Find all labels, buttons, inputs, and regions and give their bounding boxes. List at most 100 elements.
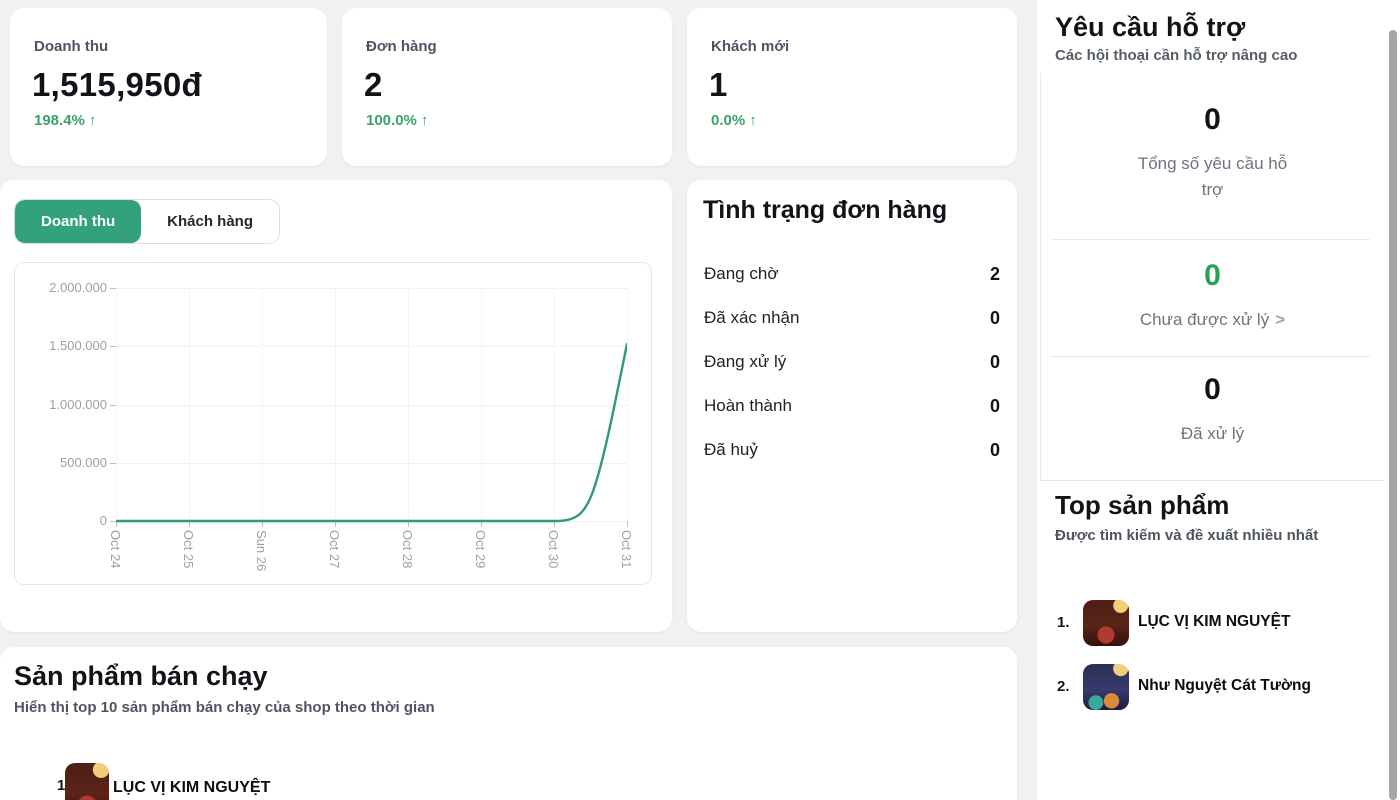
product-name: LỤC VỊ KIM NGUYỆT [1138, 613, 1291, 630]
x-axis-tick-label: Oct 31 [619, 530, 634, 569]
trend-up-arrow-icon: ↑ [749, 112, 757, 129]
y-axis-tick [110, 405, 116, 406]
support-stat-value: 0 [1204, 103, 1221, 136]
order-status-title: Tình trạng đơn hàng [703, 196, 948, 224]
stat-label: Doanh thu [34, 38, 109, 55]
rank-number: 1 [57, 777, 66, 794]
support-stat-total: 0 Tổng số yêu cầu hỗ trợ [1041, 103, 1384, 203]
top-product-row[interactable]: 2. Như Nguyệt Cát Tường [1037, 662, 1400, 712]
best-sellers-title: Sản phẩm bán chạy [14, 661, 268, 691]
y-axis-tick-label: 2.000.000 [49, 280, 107, 295]
gridline [116, 288, 627, 289]
y-axis-tick [110, 346, 116, 347]
status-label: Đã xác nhận [704, 308, 800, 327]
x-axis-tick-label: Oct 29 [473, 530, 488, 569]
trend-up-arrow-icon: ↑ [420, 112, 429, 129]
y-axis-tick-label: 500.000 [60, 455, 107, 470]
status-value: 0 [989, 439, 1000, 460]
status-row-hoan-thanh: Hoàn thành 0 [704, 384, 1000, 428]
stat-change-text: 198.4% [34, 112, 85, 129]
stat-change: 0.0% ↑ [711, 112, 757, 129]
status-value: 0 [989, 351, 1000, 372]
support-stat-label: Đã xử lý [1180, 424, 1245, 443]
y-axis-tick-label: 0 [99, 513, 107, 528]
support-sidebar: Yêu cầu hỗ trợ Các hội thoại cần hỗ trợ … [1037, 0, 1400, 800]
stat-value: 1,515,950đ [32, 66, 202, 103]
gridline [627, 288, 628, 521]
x-axis-tick-label: Oct 27 [327, 530, 342, 569]
status-row-dang-cho: Đang chờ 2 [704, 252, 1000, 296]
rank-number: 1. [1057, 614, 1070, 631]
status-label: Đã huỷ [704, 440, 758, 459]
x-axis-tick-label: Oct 25 [181, 530, 196, 569]
gridline [335, 288, 336, 521]
stat-change-text: 0.0% [711, 112, 746, 129]
stat-card-revenue: Doanh thu 1,515,950đ 198.4% ↑ [10, 8, 327, 166]
product-thumbnail [1083, 664, 1129, 710]
support-title: Yêu cầu hỗ trợ [1055, 12, 1246, 42]
status-label: Đang chờ [704, 264, 779, 283]
support-stat-value: 0 [1204, 259, 1221, 292]
x-axis-tick [627, 521, 628, 527]
support-stat-label-text: Chưa được xử lý [1139, 310, 1270, 329]
stat-label: Đơn hàng [366, 38, 437, 55]
support-stat-unresolved[interactable]: 0 Chưa được xử lý > [1041, 259, 1384, 333]
stat-change-text: 100.0% [366, 112, 417, 129]
trend-up-arrow-icon: ↑ [88, 112, 97, 129]
x-axis-tick [408, 521, 409, 527]
y-axis-tick [110, 288, 116, 289]
gridline [116, 346, 627, 347]
x-axis-tick [481, 521, 482, 527]
support-stat-value: 0 [1204, 373, 1221, 406]
divider [1051, 356, 1370, 357]
stat-change: 198.4% ↑ [34, 112, 96, 129]
y-axis-tick [110, 463, 116, 464]
support-stat-resolved: 0 Đã xử lý [1041, 373, 1384, 447]
top-products-subtitle: Được tìm kiếm và đề xuất nhiều nhất [1055, 527, 1319, 544]
support-subtitle: Các hội thoại cần hỗ trợ nâng cao [1055, 47, 1298, 64]
stat-value: 2 [364, 66, 383, 103]
support-stat-label: Tổng số yêu cầu hỗ trợ [1137, 154, 1288, 199]
product-name: LỤC VỊ KIM NGUYỆT [113, 779, 271, 796]
best-sellers-card: Sản phẩm bán chạy Hiển thị top 10 sản ph… [0, 647, 1017, 800]
revenue-line-series [114, 288, 629, 529]
gridline [408, 288, 409, 521]
stat-card-orders: Đơn hàng 2 100.0% ↑ [342, 8, 672, 166]
support-stat-label: Chưa được xử lý > [1093, 307, 1333, 333]
status-row-da-xac-nhan: Đã xác nhận 0 [704, 296, 1000, 340]
revenue-chart-card: Doanh thu Khách hàng 2.000.000 1.500.000… [0, 180, 672, 632]
gridline [116, 463, 627, 464]
product-name: Như Nguyệt Cát Tường [1138, 677, 1311, 694]
y-axis-tick-label: 1.000.000 [49, 397, 107, 412]
tab-doanh-thu[interactable]: Doanh thu [15, 200, 142, 243]
x-axis-tick [335, 521, 336, 527]
status-value: 0 [989, 395, 1000, 416]
divider [1051, 239, 1370, 240]
chart-tab-group: Doanh thu Khách hàng [14, 199, 280, 244]
product-image [1083, 664, 1129, 710]
product-image [65, 763, 109, 800]
support-stats-box: 0 Tổng số yêu cầu hỗ trợ 0 Chưa được xử … [1040, 73, 1384, 481]
top-products-title: Top sản phẩm [1055, 490, 1230, 520]
status-label: Hoàn thành [704, 396, 792, 415]
x-axis-tick [189, 521, 190, 527]
chevron-right-icon[interactable]: > [1275, 310, 1286, 329]
gridline [262, 288, 263, 521]
stat-label: Khách mới [711, 38, 790, 55]
tab-khach-hang[interactable]: Khách hàng [141, 200, 279, 243]
sidebar-scrollbar[interactable] [1389, 30, 1397, 800]
status-value: 0 [989, 307, 1000, 328]
x-axis-tick [262, 521, 263, 527]
top-product-row[interactable]: 1. LỤC VỊ KIM NGUYỆT [1037, 598, 1400, 648]
best-seller-row[interactable]: 1 LỤC VỊ KIM NGUYỆT [0, 755, 1017, 800]
x-axis-tick-label: Oct 24 [108, 530, 123, 569]
stat-change: 100.0% ↑ [366, 112, 428, 129]
x-axis-tick [116, 521, 117, 527]
status-value: 2 [989, 263, 1000, 284]
status-row-da-huy: Đã huỷ 0 [704, 428, 1000, 472]
product-thumbnail [1083, 600, 1129, 646]
stat-value: 1 [709, 66, 728, 103]
gridline [554, 288, 555, 521]
y-axis-tick-label: 1.500.000 [49, 338, 107, 353]
